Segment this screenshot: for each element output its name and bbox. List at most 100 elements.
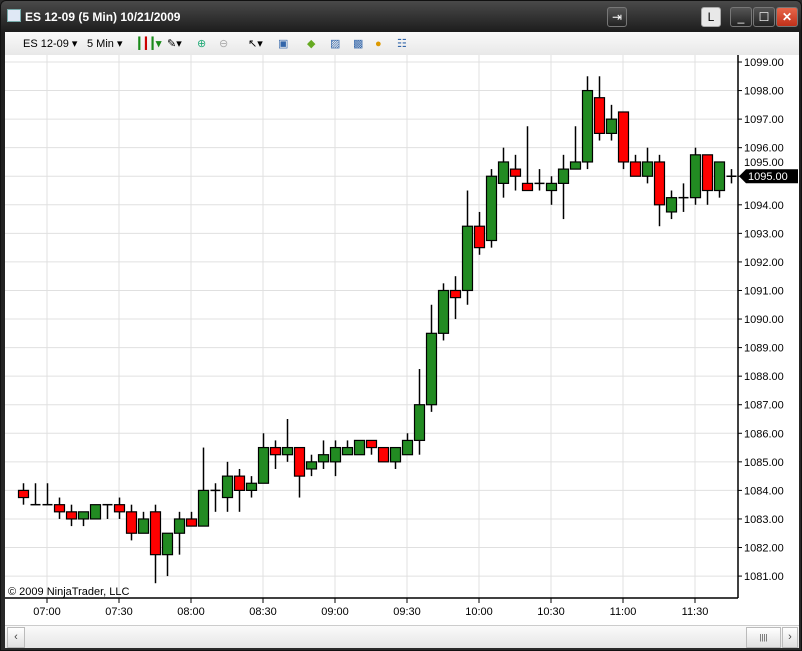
y-tick-label: 1093.00 (744, 228, 784, 240)
candle-up (341, 446, 354, 456)
y-tick-label: 1086.00 (744, 428, 784, 440)
minimize-icon[interactable]: _ (730, 7, 752, 27)
y-tick-label: 1089.00 (744, 343, 784, 355)
y-tick-label: 1081.00 (744, 571, 784, 583)
y-tick-label: 1094.00 (744, 200, 784, 212)
candle-up (317, 454, 330, 463)
y-tick-label: 1095.00 (744, 157, 784, 169)
drawing-pencil-icon[interactable]: ✎▾ (167, 38, 182, 50)
candle-down (65, 511, 78, 520)
detach-icon[interactable]: ⇥ (607, 7, 627, 27)
candle-up (665, 197, 678, 213)
candlestick-style-icon[interactable]: ┃┃┃▾ (136, 38, 162, 50)
y-tick-label: 1088.00 (744, 371, 784, 383)
candle-down (653, 161, 666, 206)
candle-down (269, 446, 282, 456)
candle-up (197, 489, 210, 527)
cursor-icon[interactable]: ↖▾ (248, 38, 263, 50)
x-tick-label: 07:30 (105, 606, 133, 618)
candle-up (161, 532, 174, 556)
candle-up (605, 118, 618, 135)
instrument-label: ES 12-09 (23, 38, 69, 50)
candle-up (581, 89, 594, 163)
y-tick-label: 1096.00 (744, 143, 784, 155)
strategies-icon[interactable]: ◆ (307, 38, 316, 50)
candle-down (17, 489, 30, 499)
horizontal-scrollbar[interactable]: ‹ |||| › (5, 625, 799, 648)
candle-up (401, 439, 414, 456)
price-chart[interactable]: 1081.00 1082.00 1083.00 1084.00 1085.00 1086.… (5, 55, 799, 625)
maximize-icon[interactable]: ☐ (753, 7, 775, 27)
candle-down (233, 475, 246, 491)
scroll-left-button[interactable]: ‹ (7, 627, 25, 648)
candle-up (461, 225, 474, 292)
candle-up (245, 482, 258, 492)
candle-down (293, 446, 306, 477)
zoom-out-icon[interactable]: ⊖ (219, 38, 229, 50)
candle-down (125, 511, 138, 534)
candle-up (305, 461, 318, 470)
y-tick-label: 1091.00 (744, 285, 784, 297)
candle-down (53, 504, 66, 513)
instrument-selector[interactable]: ES 12-09 ▾ (23, 38, 78, 50)
candle-up (641, 161, 654, 177)
data-box-icon[interactable]: ▣ (278, 38, 289, 50)
candle-up (329, 446, 342, 463)
close-icon[interactable]: ✕ (776, 7, 798, 27)
candle-up (425, 332, 438, 406)
scroll-thumb[interactable]: |||| (746, 627, 781, 648)
candle-down (629, 161, 642, 177)
x-tick-label: 11:00 (610, 606, 637, 618)
candle-up (389, 446, 402, 463)
candle-down (365, 439, 378, 449)
candle-up (689, 154, 702, 199)
candle-down (509, 168, 522, 177)
interval-label: 5 Min (87, 38, 114, 50)
x-tick-label: 08:00 (177, 606, 205, 618)
y-tick-label: 1087.00 (744, 400, 784, 412)
candle-down (617, 111, 630, 163)
candle-up (257, 446, 270, 484)
candle-down (149, 511, 162, 556)
interval-selector[interactable]: 5 Min ▾ (87, 38, 123, 50)
zoom-in-icon[interactable]: ⊕ (197, 38, 207, 50)
orders-icon[interactable]: ● (375, 38, 382, 50)
last-price-marker (739, 169, 798, 184)
candle-down (377, 446, 390, 463)
y-tick-label: 1090.00 (744, 314, 784, 326)
candle-up (89, 504, 102, 520)
chart-app-icon (7, 9, 21, 22)
scroll-right-button[interactable]: › (782, 627, 798, 648)
y-tick-label: 1099.00 (744, 57, 784, 69)
properties-icon[interactable]: ▨ (330, 38, 341, 50)
indicators-icon[interactable]: ▩ (353, 38, 364, 50)
candle-down (113, 504, 126, 513)
candle-up (173, 518, 186, 534)
candle-up (413, 404, 426, 442)
candle-up (485, 175, 498, 242)
y-tick-label: 1092.00 (744, 257, 784, 269)
last-price-label: 1095.00 (748, 171, 788, 183)
y-tick-label: 1085.00 (744, 457, 784, 469)
candle-up (353, 439, 366, 456)
candle-up (281, 446, 294, 456)
y-tick-label: 1098.00 (744, 86, 784, 98)
chart-trader-icon[interactable]: ☷ (397, 38, 407, 50)
chart-panel[interactable]: 1081.00 1082.00 1083.00 1084.00 1085.00 1086.… (5, 55, 799, 625)
candle-up (545, 182, 558, 192)
y-tick-label: 1097.00 (744, 114, 784, 126)
window-title: ES 12-09 (5 Min) 10/21/2009 (25, 10, 181, 24)
x-tick-label: 10:00 (465, 606, 493, 618)
copyright-label: © 2009 NinjaTrader, LLC (8, 586, 129, 598)
x-tick-label: 09:30 (393, 606, 421, 618)
candle-up (221, 475, 234, 499)
link-button[interactable]: L (701, 7, 721, 27)
candle-up (137, 518, 150, 534)
x-tick-label: 08:30 (249, 606, 277, 618)
candle-down (449, 289, 462, 299)
candle-down (185, 518, 198, 527)
x-tick-label: 10:30 (537, 606, 565, 618)
y-tick-label: 1083.00 (744, 514, 784, 526)
chart-toolbar: ES 12-09 ▾ 5 Min ▾ ┃┃┃▾ ✎▾ ⊕ ⊖ ↖▾ ▣ ◆ ▨ … (5, 32, 799, 55)
candle-up (713, 161, 726, 192)
